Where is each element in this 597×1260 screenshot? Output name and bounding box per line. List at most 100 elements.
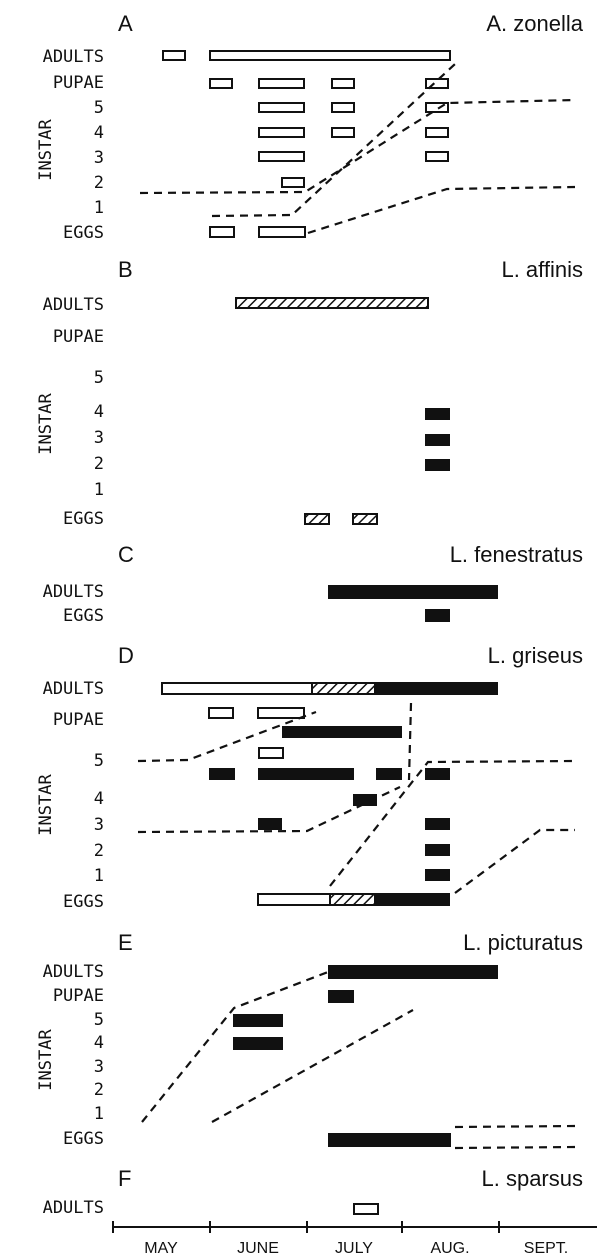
row-label-instar-3: 3 [94, 815, 104, 835]
bar-pupae [209, 78, 233, 89]
bar-instar-5 [233, 1014, 283, 1027]
bar-pupae [328, 990, 354, 1003]
bar-pupae-open [257, 707, 305, 719]
month-label: AUG. [430, 1240, 469, 1257]
row-label-adults: ADULTS [43, 679, 104, 699]
panel-letter: F [118, 1166, 131, 1191]
bar-instar-5 [331, 102, 355, 113]
bar-eggs [328, 1133, 451, 1147]
bar-instar-1 [425, 869, 450, 881]
dashed-lines [139, 63, 576, 235]
row-label-instar-4: 4 [94, 1033, 104, 1053]
generation-line [454, 1145, 576, 1150]
month-label: MAY [144, 1240, 178, 1257]
panel-letter: B [118, 257, 133, 282]
species-name: L. sparsus [482, 1166, 584, 1191]
species-name: L. fenestratus [450, 542, 583, 567]
bar-eggs [209, 226, 235, 238]
bar-instar-4 [353, 794, 377, 806]
bar-instar-3 [258, 151, 305, 162]
generation-line [407, 702, 413, 781]
panel-letter: E [118, 930, 133, 955]
generation-line [139, 98, 576, 195]
month-axis: MAY JUNE JULY AUG. SEPT. [112, 1221, 597, 1257]
bar-pupae [331, 78, 355, 89]
generation-line [329, 759, 576, 887]
bar-instar-5 [425, 102, 449, 113]
generation-line [307, 185, 576, 235]
row-label-instar-1: 1 [94, 866, 104, 886]
bar-eggs-hatched [304, 513, 330, 525]
row-label-instar-2: 2 [94, 841, 104, 861]
row-label-instar-4: 4 [94, 789, 104, 809]
row-label-instar-3: 3 [94, 428, 104, 448]
generation-line [454, 828, 575, 894]
row-label-pupae: PUPAE [53, 986, 104, 1006]
bar-eggs-hatched [329, 893, 376, 906]
panel-b: B L. affinis ADULTS PUPAE 5 4 3 2 1 EGGS… [36, 257, 583, 529]
row-label-instar-1: 1 [94, 198, 104, 218]
generation-line [141, 970, 329, 1123]
species-name: L. picturatus [463, 930, 583, 955]
bar-adults-hatched [311, 682, 376, 695]
row-label-instar-3: 3 [94, 1057, 104, 1077]
bar-eggs-open [257, 893, 331, 906]
bar-instar-3 [258, 818, 282, 830]
row-label-eggs: EGGS [63, 1129, 104, 1149]
month-label: SEPT. [524, 1240, 568, 1257]
bar-adults-hatched [235, 297, 429, 309]
bar-eggs-hatched [352, 513, 378, 525]
row-label-instar-2: 2 [94, 173, 104, 193]
species-name: A. zonella [486, 11, 583, 36]
row-label-adults: ADULTS [43, 582, 104, 602]
row-label-adults: ADULTS [43, 47, 104, 67]
row-label-instar-4: 4 [94, 123, 104, 143]
row-label-instar-1: 1 [94, 480, 104, 500]
row-label-instar-2: 2 [94, 454, 104, 474]
bar-instar-4 [258, 127, 305, 138]
bar-pupae-open [208, 707, 234, 719]
row-label-instar-2: 2 [94, 1080, 104, 1100]
row-label-adults: ADULTS [43, 1198, 104, 1218]
bar-instar-5 [209, 768, 235, 780]
bar-instar-2 [425, 844, 450, 856]
generation-line [137, 710, 317, 763]
month-label: JULY [335, 1240, 373, 1257]
panel-d: D L. griseus ADULTS PUPAE 5 4 3 2 1 EGGS… [36, 643, 583, 912]
instar-axis-label: INSTAR [36, 774, 56, 836]
row-label-pupae: PUPAE [53, 327, 104, 347]
bar-instar-5 [425, 768, 450, 780]
bars [162, 50, 451, 238]
bar-instar-2 [425, 459, 450, 471]
bar-instar-5 [258, 102, 305, 113]
bar-eggs [258, 226, 306, 238]
panel-a: A A. zonella ADULTS PUPAE 5 4 3 2 1 EGGS… [36, 11, 584, 243]
bar-instar-4 [233, 1037, 283, 1050]
row-label-eggs: EGGS [63, 509, 104, 529]
bar-instar-5-open [258, 747, 284, 759]
instar-axis-label: INSTAR [36, 1029, 56, 1091]
bar-adults [328, 585, 498, 599]
bar-instar-3 [425, 818, 450, 830]
bar-instar-5 [258, 768, 354, 780]
row-label-eggs: EGGS [63, 223, 104, 243]
species-name: L. affinis [501, 257, 583, 282]
species-name: L. griseus [488, 643, 583, 668]
bar-instar-4 [331, 127, 355, 138]
bar-instar-3 [425, 434, 450, 446]
bar-adults [375, 682, 498, 695]
bar-adults [353, 1203, 379, 1215]
bar-instar-4 [425, 408, 450, 420]
bar-pupae [258, 78, 305, 89]
panel-letter: C [118, 542, 134, 567]
bar-instar-3 [425, 151, 449, 162]
month-label: JUNE [237, 1240, 279, 1257]
bar-adults [162, 50, 186, 61]
row-label-instar-5: 5 [94, 751, 104, 771]
panel-f: F L. sparsus ADULTS [43, 1166, 583, 1218]
bar-pupae [425, 78, 449, 89]
bar-adults [209, 50, 451, 61]
row-label-instar-5: 5 [94, 98, 104, 118]
row-label-instar-3: 3 [94, 148, 104, 168]
